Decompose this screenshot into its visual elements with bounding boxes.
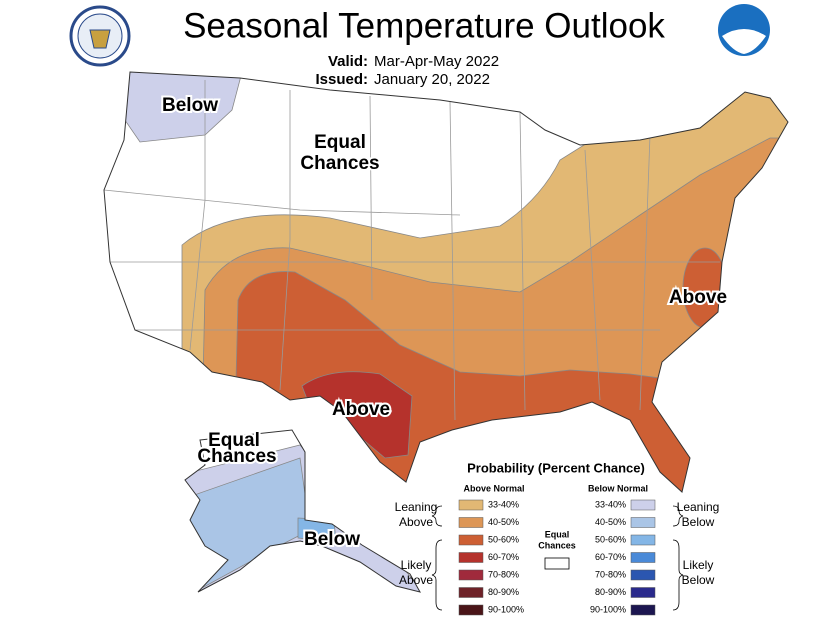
legend-heading: Below Normal [588,483,648,493]
legend-swatch [630,552,656,563]
legend-swatch [458,517,484,528]
valid-period: Mar-Apr-May 2022 [374,53,499,70]
legend-swatch [458,499,484,511]
map-label: Above [332,399,390,420]
legend-swatch [630,569,656,581]
legend-range: 80-90% [595,587,626,597]
map-label: Above [669,287,727,308]
legend-group: Likely [401,558,432,572]
title: Seasonal Temperature Outlook [183,6,665,45]
legend-swatch [458,604,484,616]
state-borders [104,80,720,421]
legend-group: Leaning [395,500,438,514]
legend-group: Likely [683,558,714,572]
legend-swatch [630,534,656,546]
legend-range: 60-70% [595,552,626,562]
legend-range: 90-100% [488,604,524,614]
map-label: Chances [197,446,276,467]
legend-range: 33-40% [595,499,626,509]
legend-range: 60-70% [488,552,519,562]
noaa-logo [718,4,770,56]
legend-heading: Above Normal [463,483,524,493]
legend-swatch [630,499,656,511]
legend-swatch [458,587,484,598]
legend-group: Below [682,515,715,529]
legend-range: 70-80% [488,569,519,579]
legend-range: 90-100% [590,604,626,614]
legend-group: Below [682,573,715,587]
legend-range: 70-80% [595,569,626,579]
legend-range: 40-50% [595,517,626,527]
legend-group: Leaning [677,500,720,514]
legend-group: Above [399,515,433,529]
commerce-logo [69,5,131,67]
legend-swatch [458,534,484,546]
legend-swatch [630,517,656,528]
legend-group: Above [399,573,433,587]
legend-range: 40-50% [488,517,519,527]
map-label: Below [162,95,218,116]
legend-swatch [630,604,656,616]
legend-range: 50-60% [488,534,519,544]
legend-swatch [458,569,484,581]
legend-range: 33-40% [488,499,519,509]
legend-swatch [630,587,656,598]
legend-range: 80-90% [488,587,519,597]
map-label: Below [304,529,360,550]
issued-label: Issued: [315,71,368,88]
legend-swatch [458,552,484,563]
legend-equal: Chances [538,540,576,550]
map-label: Equal [208,430,260,451]
legend-range: 50-60% [595,534,626,544]
legend-equal: Equal [545,529,570,539]
region-above-60 [301,371,413,459]
issued-date: January 20, 2022 [374,71,490,88]
equal-swatch [544,557,570,570]
valid-label: Valid: [328,53,368,70]
map-label: Equal [314,132,366,153]
legend-title: Probability (Percent Chance) [467,460,645,475]
legend: Probability (Percent Chance) Above Norma… [395,460,720,616]
map-label: Chances [300,153,379,174]
